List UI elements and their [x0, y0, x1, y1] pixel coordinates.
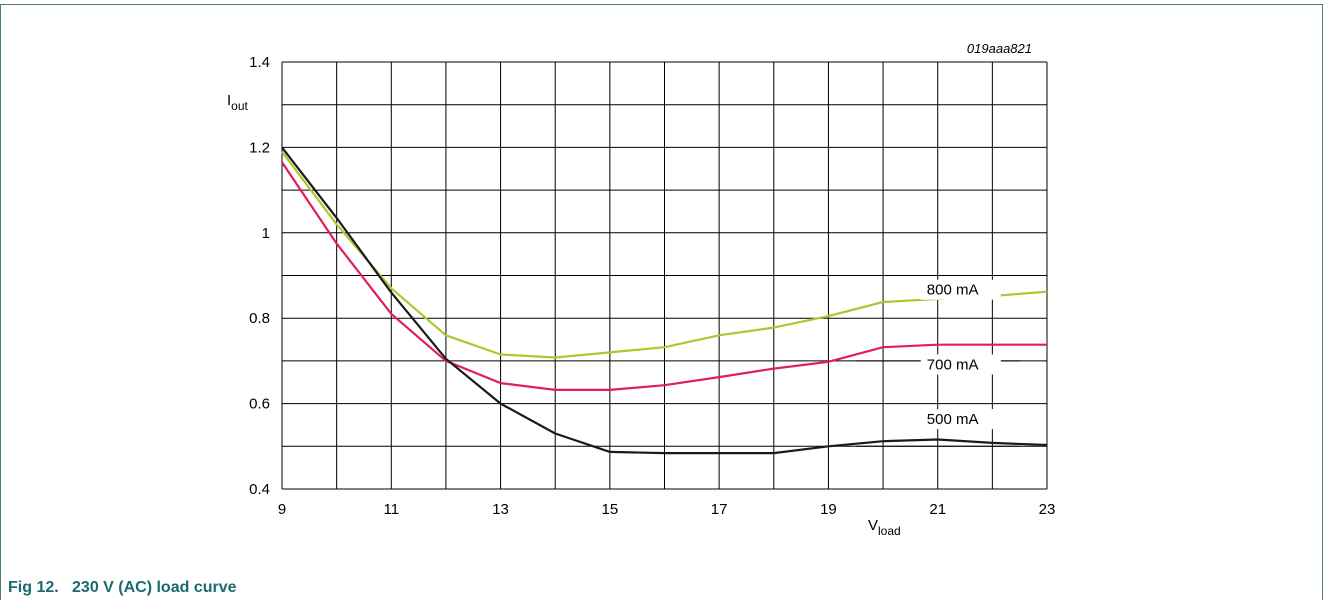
series-label-800-ma: 800 mA: [927, 282, 979, 299]
y-axis-label: Iout: [227, 92, 249, 113]
series-label-500-ma: 500 mA: [927, 411, 979, 428]
y-tick-label: 1.4: [249, 54, 270, 71]
x-tick-label: 15: [602, 501, 619, 518]
y-tick-label: 0.6: [249, 396, 270, 413]
x-tick-label: 23: [1039, 501, 1056, 518]
series-line-500-ma: [281, 146, 1048, 455]
x-tick-label: 9: [278, 501, 286, 518]
x-tick-label: 11: [383, 501, 399, 518]
x-tick-label: 13: [492, 501, 509, 518]
y-tick-label: 1.2: [249, 139, 270, 156]
figure-frame: [0, 4, 1323, 600]
series-line-700-ma: [281, 161, 1047, 391]
x-tick-labels: 9 11 13 15 17 19 21 23: [278, 501, 1056, 518]
series-label-bg: [920, 409, 1001, 430]
x-tick-label: 19: [820, 501, 837, 518]
y-tick-label: 0.4: [249, 481, 270, 498]
y-tick-label: 0.8: [249, 310, 270, 327]
series-labels: 800 mA 700 mA 500 mA: [920, 279, 1001, 430]
figure-caption: Fig 12. 230 V (AC) load curve: [8, 579, 237, 596]
y-tick-label: 1: [262, 225, 270, 242]
series-lines: [281, 146, 1048, 455]
series-label-bg: [920, 354, 1001, 375]
series-label-bg: [920, 279, 1001, 300]
x-axis-label: Vload: [868, 517, 901, 538]
series-label-700-ma: 700 mA: [927, 356, 979, 373]
y-axis-label-main: I: [227, 92, 231, 109]
y-tick-labels: 0.4 0.6 0.8 1 1.2 1.4: [249, 54, 270, 498]
figure-code: 019aaa821: [967, 41, 1032, 56]
x-axis-label-main: V: [868, 517, 878, 534]
x-axis-label-sub: load: [878, 524, 901, 538]
series-line-800-ma: [281, 151, 1048, 359]
x-tick-label: 21: [929, 501, 946, 518]
x-tick-label: 17: [711, 501, 728, 518]
y-axis-label-sub: out: [231, 99, 248, 113]
